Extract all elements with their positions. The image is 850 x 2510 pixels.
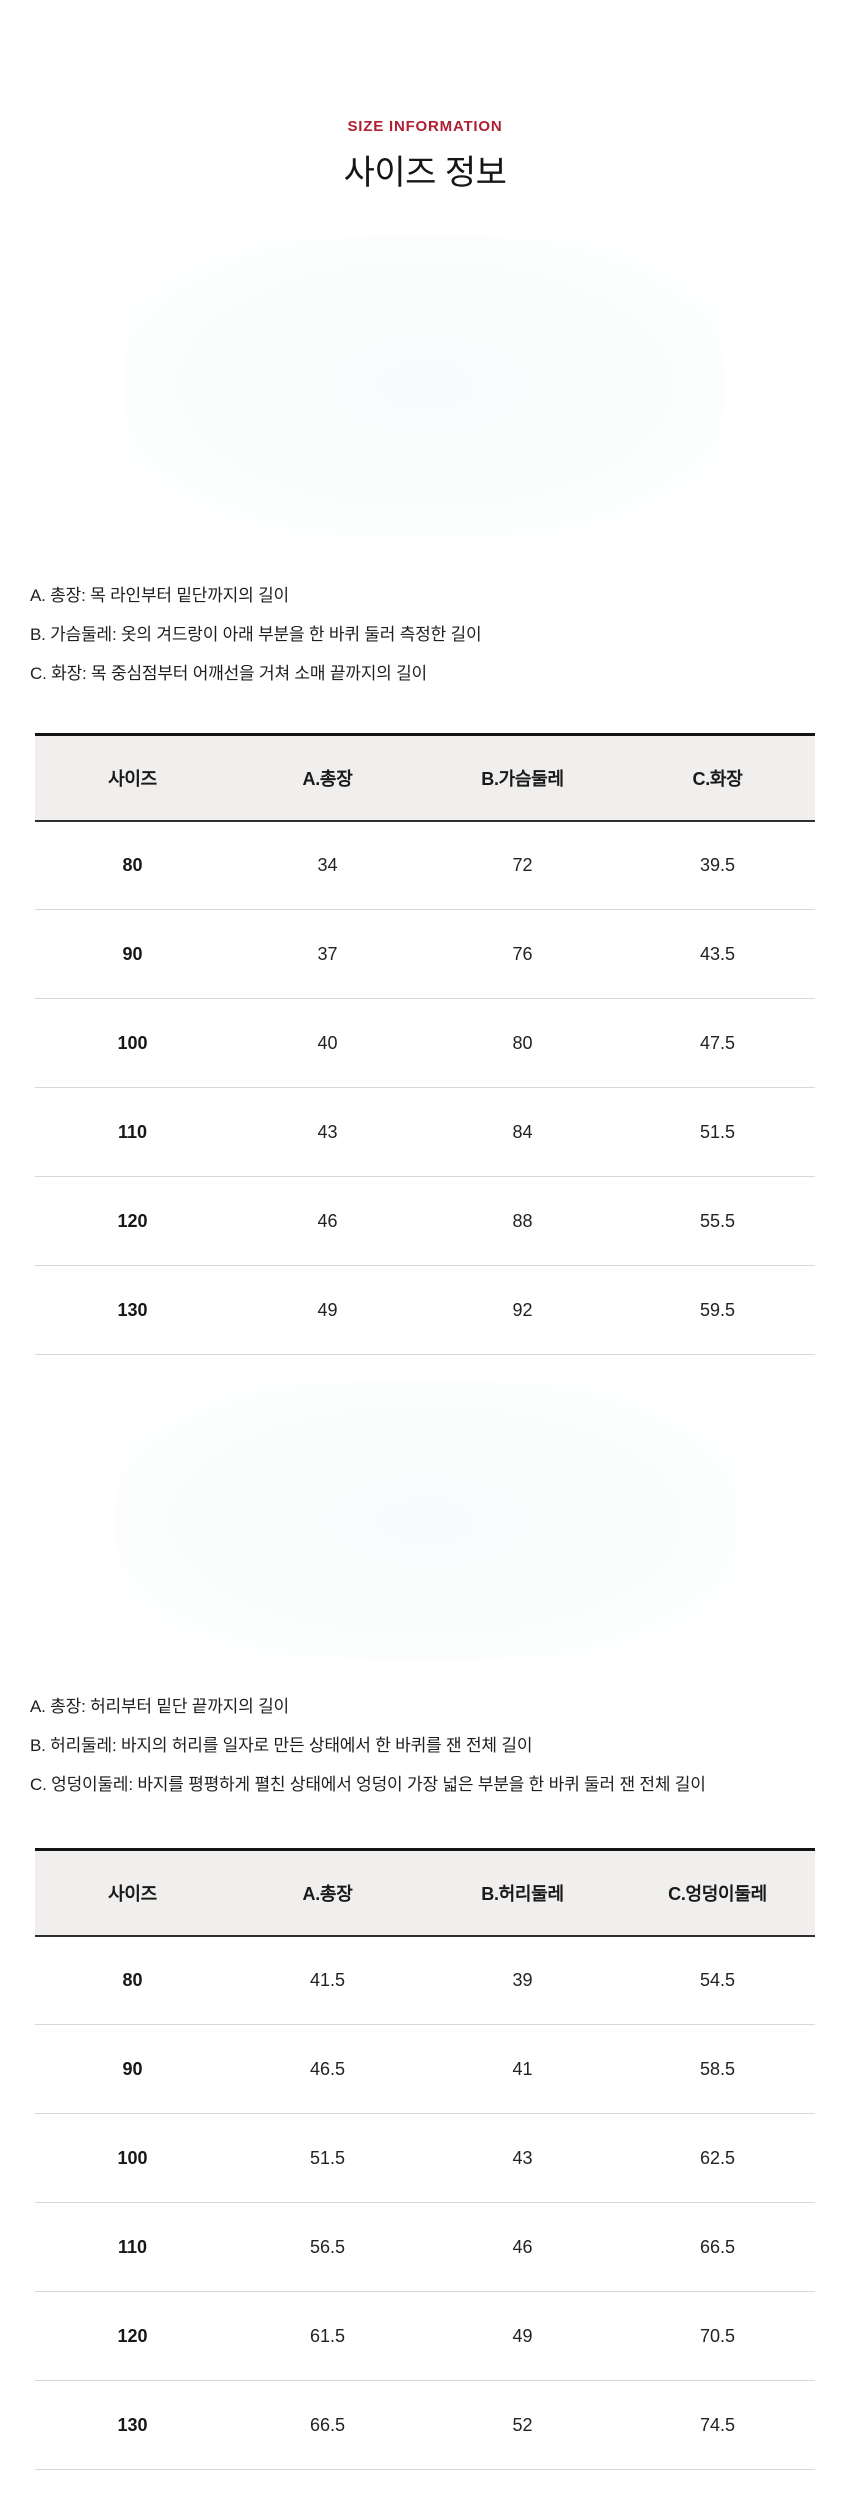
size-cell: 100 bbox=[35, 998, 230, 1088]
measurement-cell: 62.5 bbox=[620, 2113, 815, 2203]
column-header: B.가슴둘레 bbox=[425, 733, 620, 822]
size-cell: 120 bbox=[35, 1176, 230, 1266]
measurement-cell: 59.5 bbox=[620, 1265, 815, 1355]
size-table-row: 110 56.5 46 66.5 bbox=[35, 2202, 815, 2292]
measure-legend-line: C. 엉덩이둘레: 바지를 평평하게 펼친 상태에서 엉덩이 가장 넓은 부분을… bbox=[30, 1775, 706, 1794]
size-cell: 90 bbox=[35, 909, 230, 999]
measurement-cell: 46.5 bbox=[230, 2024, 425, 2114]
size-table-row: 130 49 92 59.5 bbox=[35, 1265, 815, 1355]
top-garment-image-area bbox=[0, 194, 850, 576]
top-size-table-head: 사이즈 A.총장 B.가슴둘레 C.화장 bbox=[35, 733, 815, 822]
column-header: C.화장 bbox=[620, 733, 815, 822]
size-cell: 110 bbox=[35, 1087, 230, 1177]
measurement-cell: 43.5 bbox=[620, 909, 815, 999]
size-cell: 110 bbox=[35, 2202, 230, 2292]
column-header: C.엉덩이둘레 bbox=[620, 1848, 815, 1937]
top-measure-legend: A. 총장: 목 라인부터 밑단까지의 길이 B. 가슴둘레: 옷의 겨드랑이 아… bbox=[30, 576, 822, 693]
section-eyebrow: SIZE INFORMATION bbox=[347, 118, 503, 135]
size-cell: 80 bbox=[35, 820, 230, 910]
size-cell: 130 bbox=[35, 1265, 230, 1355]
measure-legend-line: B. 허리둘레: 바지의 허리를 일자로 만든 상태에서 한 바퀴를 잰 전체 … bbox=[30, 1736, 533, 1755]
measurement-cell: 88 bbox=[425, 1176, 620, 1266]
measurement-cell: 80 bbox=[425, 998, 620, 1088]
measurement-cell: 49 bbox=[425, 2291, 620, 2381]
column-header: 사이즈 bbox=[35, 733, 230, 822]
page-header: SIZE INFORMATION 사이즈 정보 bbox=[0, 0, 850, 194]
measurement-cell: 43 bbox=[230, 1087, 425, 1177]
measurement-cell: 51.5 bbox=[230, 2113, 425, 2203]
size-cell: 90 bbox=[35, 2024, 230, 2114]
measurement-cell: 51.5 bbox=[620, 1087, 815, 1177]
measure-legend-line: C. 화장: 목 중심점부터 어깨선을 거쳐 소매 끝까지의 길이 bbox=[30, 664, 427, 683]
size-cell: 100 bbox=[35, 2113, 230, 2203]
measurement-cell: 56.5 bbox=[230, 2202, 425, 2292]
size-table-row: 100 51.5 43 62.5 bbox=[35, 2113, 815, 2203]
top-size-table: 사이즈 A.총장 B.가슴둘레 C.화장 80 34 72 39.5 90 37 76 43.5 10… bbox=[35, 733, 815, 1355]
spacer bbox=[0, 693, 850, 733]
measurement-cell: 70.5 bbox=[620, 2291, 815, 2381]
header-row: 사이즈 A.총장 B.가슴둘레 C.화장 bbox=[35, 733, 815, 822]
measurement-cell: 74.5 bbox=[620, 2380, 815, 2470]
measurement-cell: 37 bbox=[230, 909, 425, 999]
page-title: 사이즈 정보 bbox=[343, 154, 507, 192]
measurement-cell: 43 bbox=[425, 2113, 620, 2203]
pants-garment-image bbox=[115, 1381, 735, 1661]
spacer bbox=[0, 1804, 850, 1848]
measure-legend-line: B. 가슴둘레: 옷의 겨드랑이 아래 부분을 한 바퀴 둘러 측정한 길이 bbox=[30, 625, 482, 644]
measure-legend-line: A. 총장: 목 라인부터 밑단까지의 길이 bbox=[30, 586, 289, 605]
measurement-cell: 47.5 bbox=[620, 998, 815, 1088]
measurement-cell: 54.5 bbox=[620, 1935, 815, 2025]
size-cell: 130 bbox=[35, 2380, 230, 2470]
measurement-cell: 41 bbox=[425, 2024, 620, 2114]
size-table-row: 120 46 88 55.5 bbox=[35, 1176, 815, 1266]
size-table-row: 130 66.5 52 74.5 bbox=[35, 2380, 815, 2470]
measurement-cell: 55.5 bbox=[620, 1176, 815, 1266]
measurement-cell: 84 bbox=[425, 1087, 620, 1177]
measurement-cell: 52 bbox=[425, 2380, 620, 2470]
pants-measure-legend: A. 총장: 허리부터 밑단 끝까지의 길이 B. 허리둘레: 바지의 허리를 일… bbox=[30, 1687, 822, 1804]
measurement-cell: 40 bbox=[230, 998, 425, 1088]
size-table-row: 90 37 76 43.5 bbox=[35, 909, 815, 999]
measurement-cell: 39.5 bbox=[620, 820, 815, 910]
column-header: B.허리둘레 bbox=[425, 1848, 620, 1937]
pants-garment-image-area bbox=[0, 1355, 850, 1687]
header-row: 사이즈 A.총장 B.허리둘레 C.엉덩이둘레 bbox=[35, 1848, 815, 1937]
size-cell: 80 bbox=[35, 1935, 230, 2025]
pants-size-table-body: 80 41.5 39 54.5 90 46.5 41 58.5 100 51.5 43 62.5 110… bbox=[35, 1935, 815, 2470]
measurement-cell: 92 bbox=[425, 1265, 620, 1355]
measurement-cell: 66.5 bbox=[620, 2202, 815, 2292]
top-size-table-body: 80 34 72 39.5 90 37 76 43.5 100 40 80 47.5 110 43 84 51… bbox=[35, 820, 815, 1355]
measure-legend-line: A. 총장: 허리부터 밑단 끝까지의 길이 bbox=[30, 1697, 289, 1716]
size-table-row: 80 41.5 39 54.5 bbox=[35, 1935, 815, 2025]
measurement-cell: 41.5 bbox=[230, 1935, 425, 2025]
pants-size-table: 사이즈 A.총장 B.허리둘레 C.엉덩이둘레 80 41.5 39 54.5 90 46.5 4… bbox=[35, 1848, 815, 2470]
top-garment-image bbox=[125, 235, 725, 535]
column-header: A.총장 bbox=[230, 1848, 425, 1937]
size-table-row: 120 61.5 49 70.5 bbox=[35, 2291, 815, 2381]
measurement-cell: 39 bbox=[425, 1935, 620, 2025]
column-header: 사이즈 bbox=[35, 1848, 230, 1937]
measurement-cell: 76 bbox=[425, 909, 620, 999]
measurement-cell: 72 bbox=[425, 820, 620, 910]
column-header: A.총장 bbox=[230, 733, 425, 822]
size-cell: 120 bbox=[35, 2291, 230, 2381]
measurement-cell: 58.5 bbox=[620, 2024, 815, 2114]
measurement-cell: 49 bbox=[230, 1265, 425, 1355]
size-table-row: 80 34 72 39.5 bbox=[35, 820, 815, 910]
pants-size-table-head: 사이즈 A.총장 B.허리둘레 C.엉덩이둘레 bbox=[35, 1848, 815, 1937]
measurement-cell: 61.5 bbox=[230, 2291, 425, 2381]
size-table-row: 90 46.5 41 58.5 bbox=[35, 2024, 815, 2114]
size-table-row: 110 43 84 51.5 bbox=[35, 1087, 815, 1177]
measurement-cell: 34 bbox=[230, 820, 425, 910]
measurement-cell: 46 bbox=[230, 1176, 425, 1266]
measurement-cell: 46 bbox=[425, 2202, 620, 2292]
size-table-row: 100 40 80 47.5 bbox=[35, 998, 815, 1088]
measurement-cell: 66.5 bbox=[230, 2380, 425, 2470]
